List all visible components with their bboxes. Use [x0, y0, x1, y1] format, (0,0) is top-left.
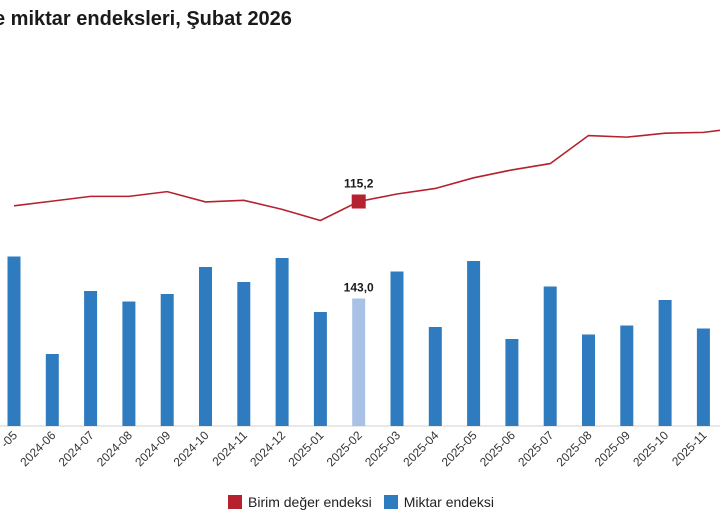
- bar-2025-05: [467, 261, 481, 426]
- x-tick-label-2024-10: 2024-10: [171, 428, 212, 469]
- label-miktar-value: 143,0: [344, 281, 374, 295]
- x-tick-label-2024-12: 2024-12: [247, 428, 288, 469]
- bar-2025-04: [428, 327, 442, 426]
- x-tick-label-2025-01: 2025-01: [285, 428, 326, 469]
- x-tick-label-2025-11: 2025-11: [669, 428, 710, 469]
- legend-swatch-miktar: [383, 495, 398, 509]
- bar-2025-07: [543, 286, 557, 426]
- x-tick-label-2025-05: 2025-05: [439, 428, 480, 469]
- legend-swatch-birim-deger: [228, 495, 242, 509]
- marker-birim-deger-2025-02: [351, 194, 366, 209]
- x-tick-label-2025-09: 2025-09: [592, 428, 633, 469]
- bar-2025-01: [313, 312, 327, 426]
- bar-2025-03: [390, 271, 404, 426]
- bar-2025-10: [658, 300, 672, 426]
- bar-2025-11: [696, 328, 710, 426]
- bar-2024-05: [7, 256, 21, 426]
- legend-label-birim-deger: Birim değer endeksi: [248, 494, 372, 510]
- x-tick-label-2025-06: 2025-06: [477, 428, 518, 469]
- bar-2025-06: [505, 339, 519, 426]
- x-tick-label-2024-08: 2024-08: [94, 428, 135, 469]
- bar-2025-09: [620, 325, 634, 426]
- legend: Birim değer endeksi Miktar endeksi: [228, 494, 506, 510]
- chart-title: e miktar endeksleri, Şubat 2026: [0, 8, 292, 30]
- x-tick-label-2025-04: 2025-04: [400, 428, 441, 469]
- chart-area: 115,2 143,0 -052024-062024-072024-082024-0…: [0, 129, 720, 469]
- legend-item-birim-deger: Birim değer endeksi: [228, 494, 372, 510]
- legend-item-miktar: Miktar endeksi: [383, 494, 494, 510]
- bar-2024-06: [45, 354, 59, 426]
- legend-label-miktar: Miktar endeksi: [403, 494, 494, 510]
- bar-2025-02: [352, 298, 366, 426]
- bar-2024-12: [275, 258, 289, 426]
- x-tick-label-2024-05: -05: [0, 428, 20, 450]
- x-tick-label-2025-10: 2025-10: [630, 428, 671, 469]
- bar-2024-10: [199, 267, 212, 426]
- x-tick-label-2024-09: 2024-09: [132, 428, 173, 469]
- bar-2024-11: [237, 282, 251, 426]
- x-tick-label-2024-11: 2024-11: [210, 428, 251, 469]
- line-birim-deger: [13, 129, 720, 222]
- x-tick-label-2025-02: 2025-02: [324, 428, 365, 469]
- x-tick-label-2024-07: 2024-07: [56, 428, 97, 469]
- x-tick-label-2024-06: 2024-06: [17, 428, 58, 469]
- bar-2025-08: [582, 334, 595, 426]
- x-tick-label-2025-07: 2025-07: [515, 428, 556, 469]
- bar-2024-09: [160, 294, 174, 426]
- label-birim-deger-value: 115,2: [344, 177, 374, 191]
- bar-2024-08: [122, 301, 136, 426]
- bar-2024-07: [84, 291, 98, 426]
- x-tick-label-2025-03: 2025-03: [362, 428, 403, 469]
- x-tick-label-2025-08: 2025-08: [554, 428, 595, 469]
